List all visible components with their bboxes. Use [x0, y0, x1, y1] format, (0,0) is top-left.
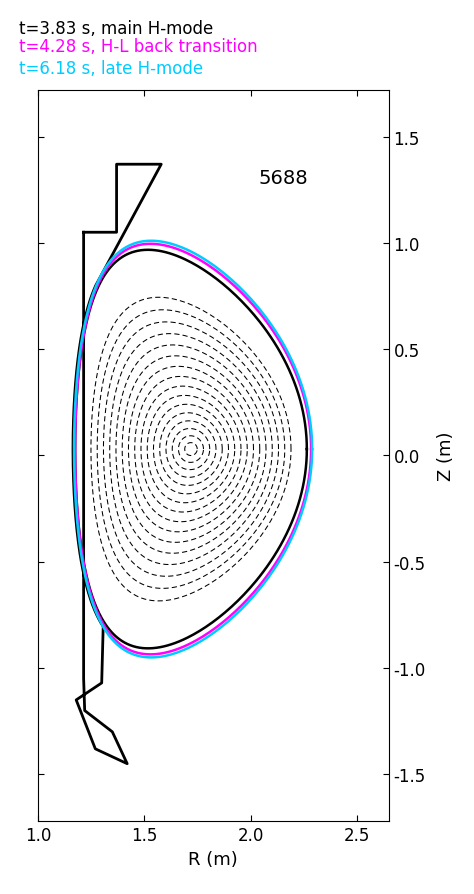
- Text: t=3.83 s, main H-mode: t=3.83 s, main H-mode: [19, 20, 213, 38]
- Text: t=4.28 s, H-L back transition: t=4.28 s, H-L back transition: [19, 38, 257, 56]
- Text: 5688: 5688: [259, 169, 308, 188]
- Y-axis label: Z (m): Z (m): [437, 431, 455, 481]
- Text: t=6.18 s, late H-mode: t=6.18 s, late H-mode: [19, 60, 203, 78]
- X-axis label: R (m): R (m): [189, 849, 238, 867]
